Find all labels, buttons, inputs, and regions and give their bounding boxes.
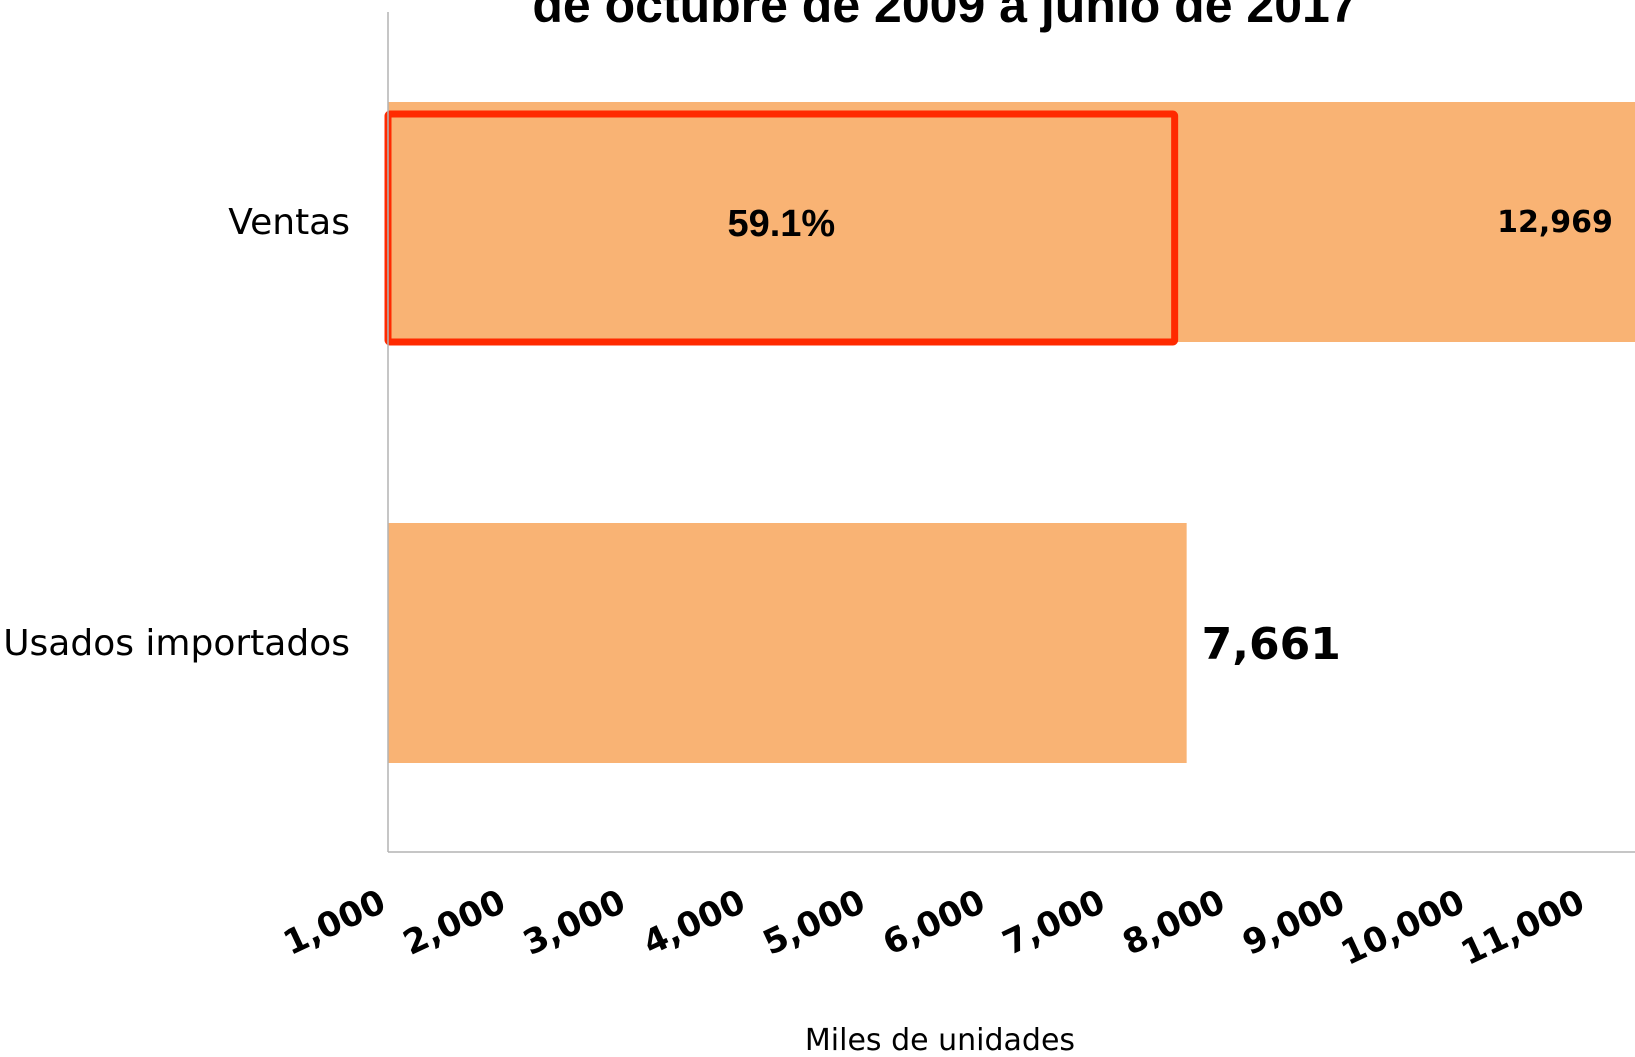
- labels-layer: Ventas Usados importados 12,969 7,661 59.1%: [3, 202, 1613, 670]
- chart-title: de octubre de 2009 a junio de 2017: [532, 0, 1357, 33]
- bar-usados-importados: [388, 523, 1187, 763]
- x-tick-label: 9,000: [1237, 882, 1351, 964]
- x-tick-label: 11,000: [1455, 882, 1591, 974]
- x-tick-label: 2,000: [397, 882, 511, 964]
- x-tick-label: 5,000: [757, 882, 871, 964]
- category-label: Ventas: [228, 202, 350, 243]
- bar-ventas: [388, 102, 1635, 342]
- value-label: 12,969: [1497, 205, 1613, 240]
- x-tick-label: 4,000: [637, 882, 751, 964]
- share-percent-label: 59.1%: [727, 203, 835, 245]
- x-tick-label: 3,000: [517, 882, 631, 964]
- category-label: Usados importados: [3, 623, 350, 664]
- x-tick-label: 7,000: [997, 882, 1111, 964]
- x-tick-label: 6,000: [877, 882, 991, 964]
- value-label: 7,661: [1202, 619, 1341, 670]
- bars-layer: [384, 102, 1635, 763]
- x-tick-label: 8,000: [1117, 882, 1231, 964]
- x-tick-label: 10,000: [1335, 882, 1471, 974]
- x-tick-label: 1,000: [277, 882, 391, 964]
- x-axis-title: Miles de unidades: [805, 1023, 1075, 1057]
- x-tick-labels: 1,000 2,000 3,000 4,000 5,000 6,000 7,000 8,000…: [277, 882, 1590, 974]
